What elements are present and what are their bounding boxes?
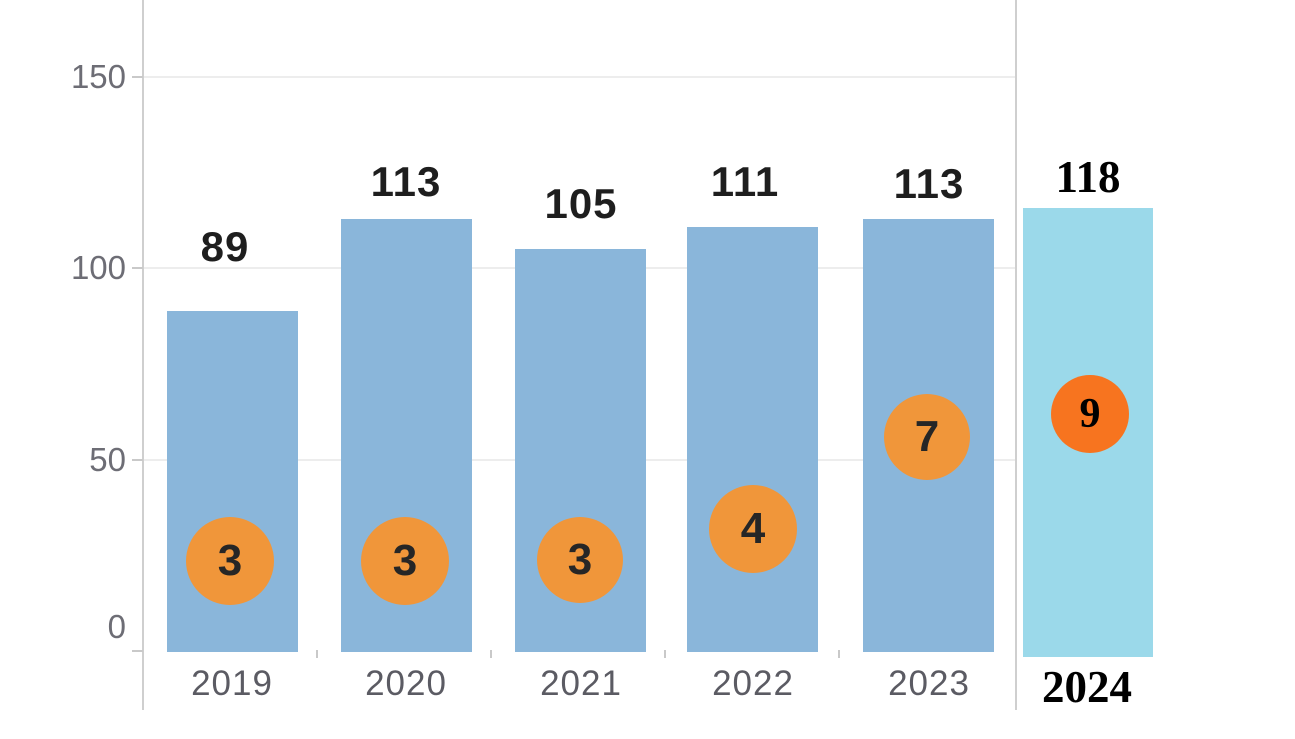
bar-value-label-2022: 111 <box>710 158 780 205</box>
x-tick-mark-1 <box>316 650 318 658</box>
x-tick-mark-4 <box>838 650 840 658</box>
gridline-150 <box>143 76 1016 78</box>
x-label-2019: 2019 <box>191 664 273 703</box>
bar-value-label-2020: 113 <box>370 158 442 205</box>
y-tick-mark-150 <box>132 76 143 78</box>
bar-value-label-2019: 89 <box>200 223 250 270</box>
bar-value-label-2021: 105 <box>544 180 618 227</box>
y-tick-label-50: 50 <box>89 441 126 478</box>
y-tick-label-150: 150 <box>70 58 126 95</box>
y-tick-label-0: 0 <box>107 608 126 645</box>
circle-marker-2022[interactable]: 4 <box>709 485 797 573</box>
circle-value-2020: 3 <box>392 536 418 585</box>
circle-value-2019: 3 <box>217 536 243 585</box>
circle-marker-2023[interactable]: 7 <box>884 394 970 480</box>
bar-value-label-2024: 118 <box>1055 152 1121 202</box>
x-label-2021: 2021 <box>540 664 622 703</box>
circle-marker-2024[interactable]: 9 <box>1051 375 1129 453</box>
circle-marker-2020[interactable]: 3 <box>361 517 449 605</box>
y-tick-mark-50 <box>132 459 143 461</box>
y-tick-mark-0 <box>132 650 143 652</box>
x-label-2022: 2022 <box>712 664 794 703</box>
circle-value-2021: 3 <box>567 535 593 584</box>
bar-2022[interactable] <box>687 227 818 652</box>
y-axis-line <box>142 0 144 710</box>
circle-marker-2021[interactable]: 3 <box>537 517 623 603</box>
x-label-2024: 2024 <box>1042 662 1132 712</box>
circle-value-2022: 4 <box>740 504 766 553</box>
circle-value-2024: 9 <box>1079 391 1101 437</box>
x-tick-mark-3 <box>664 650 666 658</box>
x-label-2020: 2020 <box>365 664 447 703</box>
y-tick-mark-100 <box>132 267 143 269</box>
y-tick-label-100: 100 <box>70 249 126 286</box>
bar-value-label-2023: 113 <box>893 160 965 207</box>
circle-marker-2019[interactable]: 3 <box>186 517 274 605</box>
circle-value-2023: 7 <box>914 412 940 461</box>
x-label-2023: 2023 <box>888 664 970 703</box>
pane-divider-line <box>1015 0 1017 710</box>
x-tick-mark-2 <box>490 650 492 658</box>
